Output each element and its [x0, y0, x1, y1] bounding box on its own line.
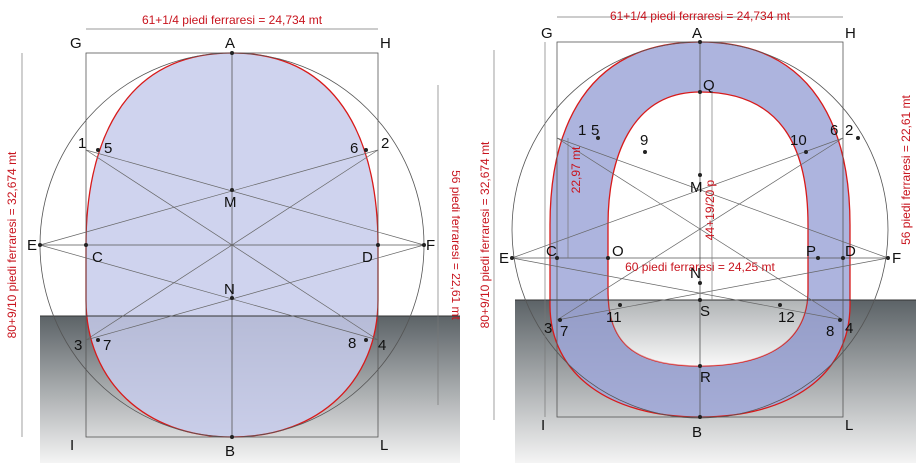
inner-left-dimension: 22,97 mt: [569, 146, 583, 193]
label-F: F: [892, 250, 901, 267]
label-D: D: [845, 243, 856, 260]
label-N: N: [690, 265, 701, 282]
inner-ground: [608, 290, 808, 366]
label-3: 3: [544, 320, 552, 337]
label-4: 4: [845, 320, 853, 337]
label-B: B: [225, 443, 235, 460]
label-A: A: [692, 25, 702, 42]
label-Q: Q: [703, 77, 715, 94]
label-6: 6: [830, 122, 838, 139]
label-L: L: [845, 417, 853, 434]
label-G: G: [70, 35, 82, 52]
label-B: B: [692, 424, 702, 441]
label-8: 8: [348, 335, 356, 352]
label-5: 5: [104, 140, 112, 157]
label-A: A: [225, 35, 235, 52]
label-I: I: [541, 417, 545, 434]
label-N: N: [224, 281, 235, 298]
label-C: C: [546, 243, 557, 260]
label-P: P: [806, 243, 816, 260]
label-E: E: [27, 237, 37, 254]
label-E: E: [499, 250, 509, 267]
label-1: 1: [578, 122, 586, 139]
label-4: 4: [378, 337, 386, 354]
label-6: 6: [350, 140, 358, 157]
right-figure: 61+1/4 piedi ferraresi = 24,734 mt 80+9/…: [478, 9, 916, 463]
label-1: 1: [78, 135, 86, 152]
horizontal-dimension: 60 piedi ferraresi = 24,25 mt: [625, 260, 775, 274]
label-2: 2: [381, 135, 389, 152]
label-F: F: [426, 237, 435, 254]
label-7: 7: [560, 323, 568, 340]
right-dimension: 56 piedi ferraresi = 22,61 mt: [449, 170, 463, 320]
label-M: M: [224, 194, 237, 211]
label-12: 12: [778, 309, 795, 326]
label-8: 8: [826, 323, 834, 340]
right-dimension: 56 piedi ferraresi = 22,61 mt: [899, 94, 913, 244]
left-dimension: 80+9/10 piedi ferraresi = 32,674 mt: [5, 151, 19, 338]
label-3: 3: [74, 337, 82, 354]
label-O: O: [612, 243, 624, 260]
label-D: D: [362, 249, 373, 266]
label-G: G: [541, 25, 553, 42]
label-9: 9: [640, 132, 648, 149]
vertical-dimension: 44+19/20 p: [703, 179, 717, 240]
label-7: 7: [103, 337, 111, 354]
label-10: 10: [790, 132, 807, 149]
label-C: C: [92, 249, 103, 266]
label-2: 2: [845, 122, 853, 139]
label-5: 5: [591, 122, 599, 139]
left-dimension: 80+9/10 piedi ferraresi = 32,674 mt: [478, 141, 492, 328]
label-S: S: [700, 303, 710, 320]
left-figure: 61+1/4 piedi ferraresi = 24,734 mt 80+9/…: [5, 13, 463, 463]
label-L: L: [380, 437, 388, 454]
label-H: H: [380, 35, 391, 52]
label-M: M: [690, 179, 703, 196]
label-R: R: [700, 369, 711, 386]
label-H: H: [845, 25, 856, 42]
label-11: 11: [606, 309, 622, 326]
top-dimension: 61+1/4 piedi ferraresi = 24,734 mt: [142, 13, 323, 27]
label-I: I: [70, 437, 74, 454]
top-dimension: 61+1/4 piedi ferraresi = 24,734 mt: [610, 9, 791, 23]
